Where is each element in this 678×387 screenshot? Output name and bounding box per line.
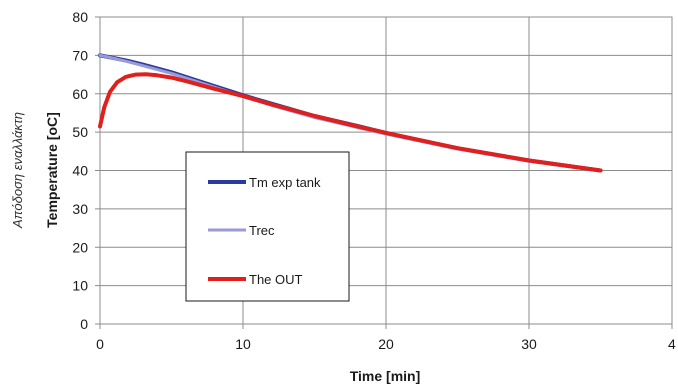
x-tick-label: 4 <box>668 336 676 352</box>
series-lines <box>98 53 603 173</box>
y-tick-label: 50 <box>72 124 88 140</box>
x-axis-title: Time [min] <box>350 368 421 384</box>
x-tick-label: 10 <box>235 336 251 352</box>
legend: Tm exp tank Trec The OUT <box>185 151 350 302</box>
y-tick-label: 20 <box>72 239 88 255</box>
y-tick-label: 0 <box>80 316 88 332</box>
series-line-tm-exp-tank <box>98 53 603 173</box>
axis-ticks: 0 10 20 30 40 50 60 70 80 0 10 20 30 4 <box>72 9 676 352</box>
legend-label-trec: Trec <box>249 223 275 238</box>
y-tick-label: 40 <box>72 163 88 179</box>
y-tick-label: 70 <box>72 47 88 63</box>
y-axis-title: Temperature [oC] <box>44 112 60 228</box>
legend-box <box>185 151 350 302</box>
y-tick-label: 10 <box>72 278 88 294</box>
series-line-the-out <box>98 72 603 173</box>
x-tick-label: 20 <box>378 336 394 352</box>
side-label: Απόδοση εναλλάκτη <box>10 112 25 229</box>
x-tick-label: 30 <box>521 336 537 352</box>
y-tick-label: 30 <box>72 201 88 217</box>
legend-label-tm-exp-tank: Tm exp tank <box>249 175 321 190</box>
x-tick-label: 0 <box>96 336 104 352</box>
legend-label-the-out: The OUT <box>249 272 303 287</box>
y-tick-label: 60 <box>72 86 88 102</box>
y-tick-label: 80 <box>72 9 88 25</box>
